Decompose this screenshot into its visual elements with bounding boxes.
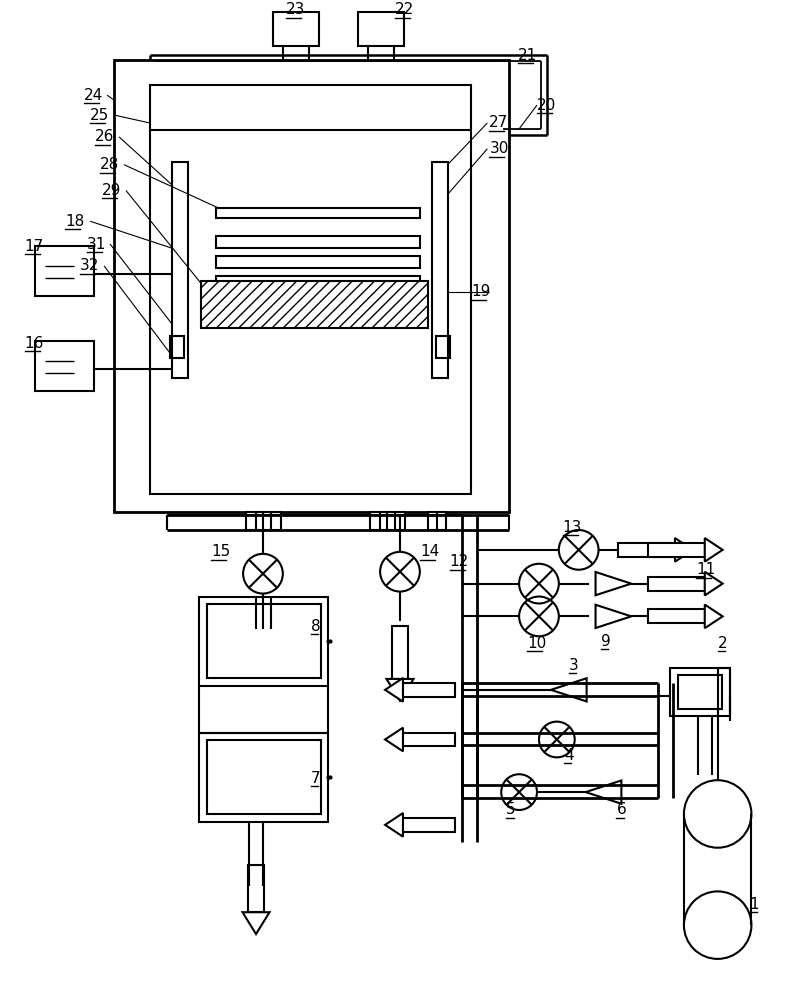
Bar (35, 341, 94, 391)
Polygon shape (675, 538, 693, 562)
Text: 31: 31 (87, 237, 106, 252)
Bar (199, 597, 328, 686)
Text: 24: 24 (84, 88, 104, 103)
Text: 8: 8 (311, 619, 320, 634)
Polygon shape (648, 609, 705, 623)
Text: 11: 11 (695, 562, 715, 577)
Text: 15: 15 (212, 544, 231, 559)
Bar (35, 246, 94, 296)
Bar (216, 256, 419, 268)
Text: 18: 18 (65, 214, 85, 229)
Bar (246, 512, 264, 530)
Text: 29: 29 (102, 183, 121, 198)
Text: 3: 3 (569, 658, 579, 673)
Text: 19: 19 (472, 284, 491, 299)
Bar (427, 512, 446, 530)
Text: 12: 12 (450, 554, 469, 569)
Bar (216, 236, 419, 248)
Bar (216, 296, 419, 308)
Text: 21: 21 (518, 48, 538, 63)
Polygon shape (648, 543, 705, 557)
Polygon shape (386, 679, 413, 701)
Bar (263, 512, 281, 530)
Text: 7: 7 (311, 771, 320, 786)
Text: 4: 4 (564, 748, 573, 763)
Polygon shape (705, 538, 722, 562)
Polygon shape (385, 678, 403, 702)
Bar (273, 12, 319, 46)
Polygon shape (648, 577, 705, 591)
Bar (208, 740, 320, 814)
Bar (678, 675, 722, 709)
Polygon shape (705, 572, 722, 595)
Text: 28: 28 (100, 157, 120, 172)
Text: 17: 17 (25, 239, 44, 254)
Polygon shape (403, 818, 454, 832)
Text: 25: 25 (90, 108, 109, 123)
Bar (150, 85, 472, 494)
Text: 6: 6 (616, 802, 626, 817)
Polygon shape (243, 912, 270, 934)
Text: 30: 30 (489, 141, 508, 156)
Polygon shape (619, 543, 675, 557)
Polygon shape (392, 626, 408, 679)
Text: 9: 9 (600, 634, 611, 649)
Text: 22: 22 (395, 2, 414, 17)
Text: 13: 13 (563, 520, 582, 535)
Text: 20: 20 (537, 98, 556, 113)
Text: 5: 5 (506, 802, 515, 817)
Text: 27: 27 (489, 115, 508, 130)
Bar (370, 512, 388, 530)
Bar (358, 12, 404, 46)
Bar (208, 604, 320, 678)
Text: 23: 23 (285, 2, 305, 17)
Polygon shape (385, 813, 403, 837)
Text: 32: 32 (80, 258, 100, 273)
Polygon shape (248, 865, 264, 912)
Bar (435, 336, 450, 358)
Text: 16: 16 (25, 336, 44, 351)
Bar (199, 733, 328, 822)
Bar (170, 336, 183, 358)
Polygon shape (385, 728, 403, 751)
Text: 2: 2 (718, 636, 727, 651)
Bar (431, 162, 447, 378)
Text: 10: 10 (527, 636, 546, 651)
Bar (387, 512, 405, 530)
Polygon shape (403, 683, 454, 697)
Text: 1: 1 (749, 897, 759, 912)
Bar (216, 208, 419, 218)
Polygon shape (705, 605, 722, 628)
Polygon shape (403, 733, 454, 746)
Text: 14: 14 (419, 544, 439, 559)
Bar (670, 668, 730, 716)
Text: 26: 26 (95, 129, 114, 144)
Bar (201, 281, 427, 328)
Bar (114, 60, 509, 512)
Bar (171, 162, 187, 378)
Bar (216, 276, 419, 288)
